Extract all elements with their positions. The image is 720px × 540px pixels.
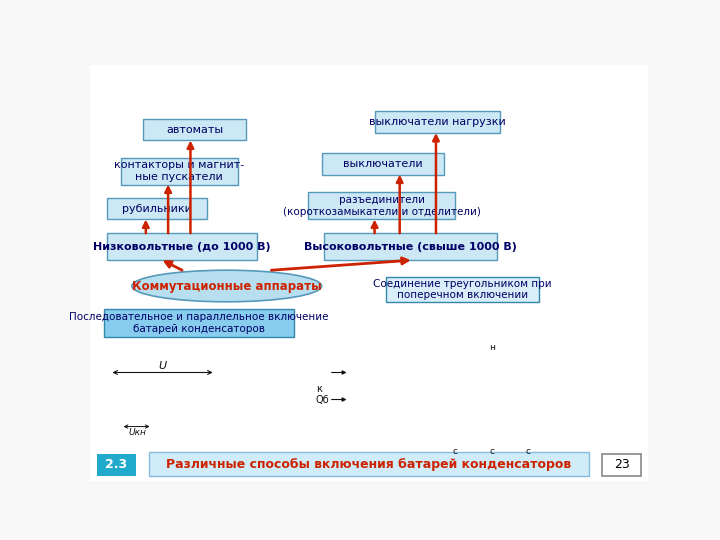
FancyBboxPatch shape (107, 198, 207, 219)
FancyBboxPatch shape (307, 192, 456, 219)
Text: выключатели: выключатели (343, 159, 423, 169)
Text: Последовательное и параллельное включение
батарей конденсаторов: Последовательное и параллельное включени… (69, 312, 328, 334)
Text: 2.3: 2.3 (105, 458, 127, 471)
FancyBboxPatch shape (107, 233, 258, 260)
Text: н: н (489, 343, 495, 352)
Text: к: к (316, 384, 322, 394)
Text: c: c (526, 447, 531, 456)
Text: разъединители
(короткозамыкатели и отделители): разъединители (короткозамыкатели и отдел… (283, 195, 480, 217)
Text: Высоковольтные (свыше 1000 В): Высоковольтные (свыше 1000 В) (305, 242, 517, 252)
FancyBboxPatch shape (121, 158, 238, 185)
Ellipse shape (132, 270, 322, 302)
FancyBboxPatch shape (602, 454, 642, 476)
Text: Uкн: Uкн (128, 428, 146, 437)
Text: c: c (490, 447, 494, 456)
Text: 23: 23 (614, 458, 630, 471)
Text: контакторы и магнит-
ные пускатели: контакторы и магнит- ные пускатели (114, 160, 244, 182)
Text: Различные способы включения батарей конденсаторов: Различные способы включения батарей конд… (166, 458, 572, 471)
Text: рубильники: рубильники (122, 204, 192, 214)
FancyBboxPatch shape (148, 453, 590, 476)
Text: c: c (453, 447, 458, 456)
Text: выключатели нагрузки: выключатели нагрузки (369, 117, 505, 127)
Text: Низковольтные (до 1000 В): Низковольтные (до 1000 В) (94, 242, 271, 252)
Text: Соединение треугольником при
поперечном включении: Соединение треугольником при поперечном … (373, 279, 552, 300)
FancyBboxPatch shape (143, 119, 246, 140)
FancyBboxPatch shape (90, 65, 648, 481)
FancyBboxPatch shape (104, 309, 294, 337)
FancyBboxPatch shape (324, 233, 498, 260)
Text: U: U (158, 361, 166, 372)
FancyBboxPatch shape (96, 454, 136, 476)
FancyBboxPatch shape (386, 277, 539, 302)
FancyBboxPatch shape (322, 153, 444, 174)
Text: Qб: Qб (316, 395, 330, 404)
Text: Коммутационные аппараты: Коммутационные аппараты (132, 280, 322, 293)
Text: автоматы: автоматы (166, 125, 223, 134)
FancyBboxPatch shape (374, 111, 500, 133)
